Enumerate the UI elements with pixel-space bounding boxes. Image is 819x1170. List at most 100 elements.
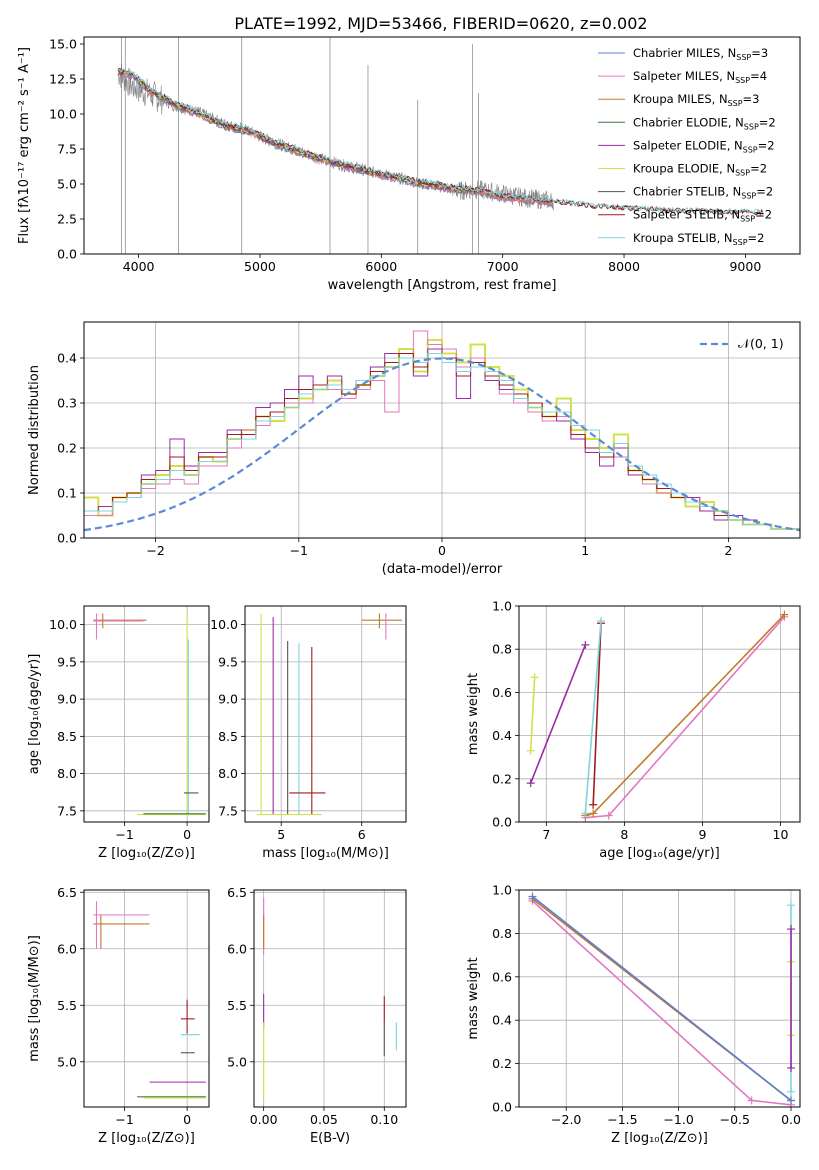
y-tick-label: 5.0 xyxy=(57,1054,77,1069)
y-tick-label: 0.8 xyxy=(492,926,512,941)
y-tick-label: 0.2 xyxy=(57,441,77,456)
weight-line-kroupa_stelib xyxy=(584,621,602,814)
y-tick-label: 0.2 xyxy=(492,771,512,786)
y-tick-label: 0.1 xyxy=(57,486,77,501)
model-spectrum-chabrier_elodie xyxy=(117,69,478,195)
axes-frame xyxy=(83,605,210,823)
weight-point xyxy=(526,779,535,788)
axes: −1 0 5.0 5.5 6.0 6.5 Z [log₁₀(Z/Z⊙)] mass [log₁… xyxy=(27,885,210,1146)
x-axis-label: mass [log₁₀(M/M⊙)] xyxy=(262,846,389,861)
y-tick-label: 2.5 xyxy=(57,212,77,227)
axes-frame xyxy=(253,889,407,1108)
y-tick-label: 5.5 xyxy=(227,998,247,1013)
y-tick-label: 6.0 xyxy=(227,941,247,956)
weight-point xyxy=(530,673,539,682)
weight-point xyxy=(589,800,598,809)
axes-frame xyxy=(83,36,801,255)
y-tick-label: 6.0 xyxy=(57,941,77,956)
weight-point xyxy=(787,1063,796,1072)
x-tick-label: 0.00 xyxy=(250,1112,278,1127)
plot-area xyxy=(84,330,800,532)
y-tick-label: 8.0 xyxy=(218,766,238,781)
plot-area xyxy=(263,897,397,1102)
y-tick-label: 0.4 xyxy=(492,1013,512,1028)
panel-age_vs_mass: 5 6 7.5 8.0 8.5 9.0 9.5 10.0 mass [log₁₀(M/M⊙)] xyxy=(210,605,407,861)
x-tick-label: 2 xyxy=(724,543,732,558)
weight-line-salpeter_stelib xyxy=(592,623,602,805)
x-tick-label: 0.10 xyxy=(370,1112,398,1127)
weight-point xyxy=(780,610,789,619)
x-tick-label: −1.5 xyxy=(607,1112,637,1127)
x-tick-label: 8 xyxy=(620,827,628,842)
x-tick-label: 10 xyxy=(773,827,789,842)
plot-area xyxy=(257,613,402,816)
y-tick-label: 0.0 xyxy=(492,1100,512,1115)
panel-mass_vs_ebv: 0.00 0.05 0.10 5.0 5.5 6.0 6.5 E(B-V) xyxy=(227,885,407,1146)
y-tick-label: 0.4 xyxy=(492,728,512,743)
y-tick-label: 5.0 xyxy=(227,1054,247,1069)
x-tick-label: 6000 xyxy=(365,259,397,274)
x-tick-label: 5 xyxy=(277,827,285,842)
legend-label: Kroupa ELODIE, NSSP=2 xyxy=(633,162,767,178)
axes: 5 6 7.5 8.0 8.5 9.0 9.5 10.0 mass [log₁₀(M/M⊙)] xyxy=(210,605,407,861)
x-tick-label: 7000 xyxy=(487,259,519,274)
x-axis-label: Z [log₁₀(Z/Z⊙)] xyxy=(98,846,195,861)
y-axis-label: mass weight xyxy=(466,673,481,755)
x-axis-label: (data-model)/error xyxy=(382,562,503,577)
gaussian-curve xyxy=(84,357,800,532)
y-tick-label: 6.5 xyxy=(57,885,77,900)
y-tick-label: 1.0 xyxy=(492,599,512,614)
weight-line-chabrier_miles xyxy=(532,895,792,1102)
y-tick-label: 12.5 xyxy=(49,72,77,87)
axes-frame xyxy=(83,889,210,1108)
x-tick-label: 5000 xyxy=(244,259,276,274)
y-tick-label: 0.0 xyxy=(492,815,512,830)
y-tick-label: 0.6 xyxy=(492,969,512,984)
y-tick-label: 0.6 xyxy=(492,685,512,700)
weight-line-kroupa_miles xyxy=(585,614,785,817)
weight-point xyxy=(581,640,590,649)
weight-line-salpeter_miles xyxy=(531,900,792,1106)
grid xyxy=(84,890,209,1107)
y-tick-label: 8.5 xyxy=(57,729,77,744)
panel-residuals: −2 −1 0 1 2 0.0 0.1 0.2 0.3 0.4 (data-model)/error… xyxy=(27,321,801,577)
y-tick-label: 9.5 xyxy=(218,654,238,669)
y-tick-label: 5.0 xyxy=(57,177,77,192)
weight-point xyxy=(526,746,535,755)
x-tick-label: −0.5 xyxy=(720,1112,750,1127)
x-tick-label: 8000 xyxy=(608,259,640,274)
y-tick-label: 0.8 xyxy=(492,642,512,657)
x-tick-label: 0.0 xyxy=(781,1112,801,1127)
plot-area xyxy=(526,610,789,822)
weight-point xyxy=(581,809,590,818)
x-tick-label: 0 xyxy=(183,827,191,842)
grid xyxy=(84,606,209,822)
legend-label: Chabrier MILES, NSSP=3 xyxy=(633,46,768,62)
data-spectrum xyxy=(117,63,554,211)
axes-frame xyxy=(244,605,407,823)
y-tick-label: 6.5 xyxy=(227,885,247,900)
weight-point xyxy=(596,617,605,626)
x-axis-label: E(B-V) xyxy=(310,1131,350,1146)
weight-point xyxy=(787,901,796,910)
x-axis-label: wavelength [Angstrom, rest frame] xyxy=(328,278,557,293)
axes: −2 −1 0 1 2 0.0 0.1 0.2 0.3 0.4 (data-model)/error… xyxy=(27,321,801,577)
weight-point xyxy=(787,925,796,934)
legend-label: 𝒩(0, 1) xyxy=(738,336,784,351)
y-tick-label: 9.0 xyxy=(57,692,77,707)
legend-label: Kroupa MILES, NSSP=3 xyxy=(633,92,759,108)
x-axis-label: Z [log₁₀(Z/Z⊙)] xyxy=(98,1131,195,1146)
model-spectrum-kroupa_stelib xyxy=(117,68,764,215)
histogram-kroupa_stelib xyxy=(84,353,800,530)
legend: 𝒩(0, 1) xyxy=(700,336,784,351)
x-axis-label: Z [log₁₀(Z/Z⊙)] xyxy=(611,1131,708,1146)
x-tick-label: 7 xyxy=(542,827,550,842)
legend: Chabrier MILES, NSSP=3 Salpeter MILES, NS… xyxy=(598,46,776,247)
axes: −2.0 −1.5 −1.0 −0.5 0.0 0.0 0.2 0.4 0.6 0.8 1.0 Z [… xyxy=(466,883,801,1147)
model-spectrum-kroupa_elodie xyxy=(117,70,478,193)
panel-spectrum: 4000 5000 6000 7000 8000 9000 0.0 2.5 5.0 7.5 10.0… xyxy=(17,36,801,293)
figure-title: PLATE=1992, MJD=53466, FIBERID=0620, z=0… xyxy=(234,14,647,33)
plot-area xyxy=(93,613,206,816)
axes: 0.00 0.05 0.10 5.0 5.5 6.0 6.5 E(B-V) xyxy=(227,885,407,1146)
weight-line-kroupa_elodie xyxy=(529,677,536,751)
